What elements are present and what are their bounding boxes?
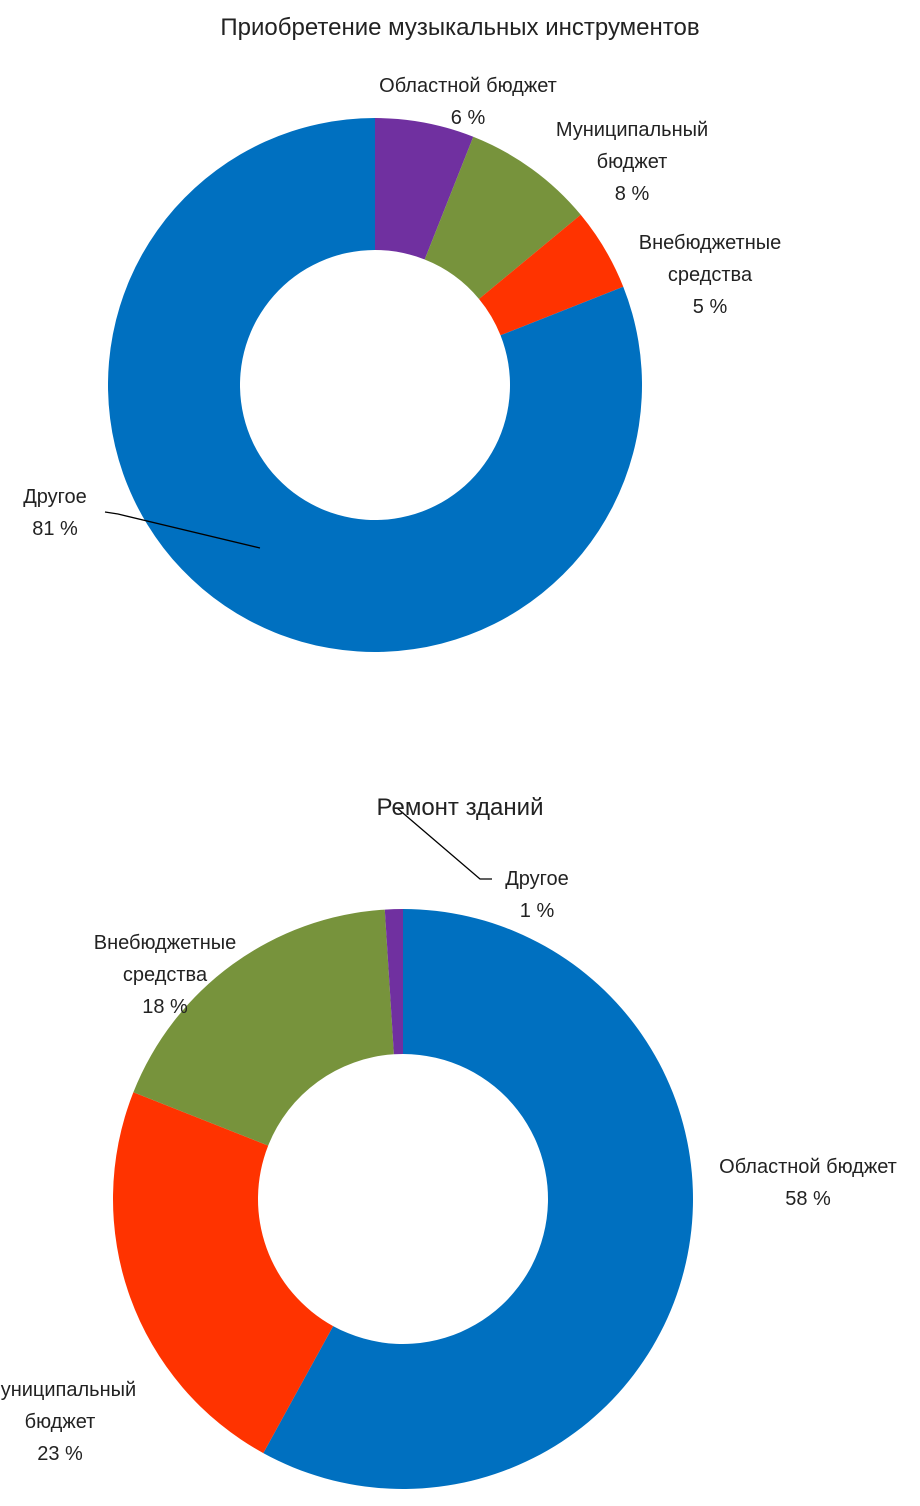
category-label: Другое bbox=[505, 868, 569, 890]
value-label: 1 % bbox=[519, 900, 555, 922]
donut-slice bbox=[384, 909, 403, 1055]
leader-line bbox=[396, 807, 492, 880]
slice-label: Внебюджетные средства 18 % bbox=[80, 927, 250, 1023]
donut-slice bbox=[113, 1092, 334, 1454]
value-label: 23 % bbox=[37, 1443, 83, 1465]
value-label: 58 % bbox=[785, 1188, 831, 1210]
donut-slice bbox=[375, 118, 474, 260]
value-label: 5 % bbox=[692, 296, 728, 318]
category-label: Областной бюджет bbox=[379, 75, 557, 97]
donut-slice bbox=[424, 136, 581, 299]
category-label: Муниципальный бюджет bbox=[0, 1379, 137, 1433]
value-label: 81 % bbox=[32, 518, 78, 540]
category-label: Внебюджетные средства bbox=[638, 232, 782, 286]
donut-slice bbox=[107, 118, 642, 652]
category-label: Областной бюджет bbox=[719, 1156, 897, 1178]
chart-title: Ремонт зданий bbox=[376, 794, 544, 821]
slice-label: Внебюджетные средства 5 % bbox=[625, 227, 795, 323]
slice-label: Муниципальный бюджет 8 % bbox=[547, 114, 717, 210]
leader-line bbox=[104, 511, 261, 549]
category-label: Внебюджетные средства bbox=[93, 932, 237, 986]
donut-slice bbox=[133, 909, 394, 1146]
slice-label: Муниципальный бюджет 23 % bbox=[0, 1374, 145, 1470]
slice-label: Другое 1 % bbox=[477, 863, 597, 927]
category-label: Другое bbox=[23, 486, 87, 508]
donut-slice bbox=[479, 214, 624, 336]
category-label: Муниципальный бюджет bbox=[555, 119, 709, 173]
donut-slice bbox=[263, 909, 694, 1490]
value-label: 18 % bbox=[142, 996, 188, 1018]
chart-title: Приобретение музыкальных инструментов bbox=[220, 14, 700, 41]
slice-label: Областной бюджет 6 % bbox=[338, 70, 598, 134]
value-label: 8 % bbox=[614, 183, 650, 205]
slice-label: Областной бюджет 58 % bbox=[678, 1151, 920, 1215]
slice-label: Другое 81 % bbox=[0, 481, 115, 545]
value-label: 6 % bbox=[450, 107, 486, 129]
